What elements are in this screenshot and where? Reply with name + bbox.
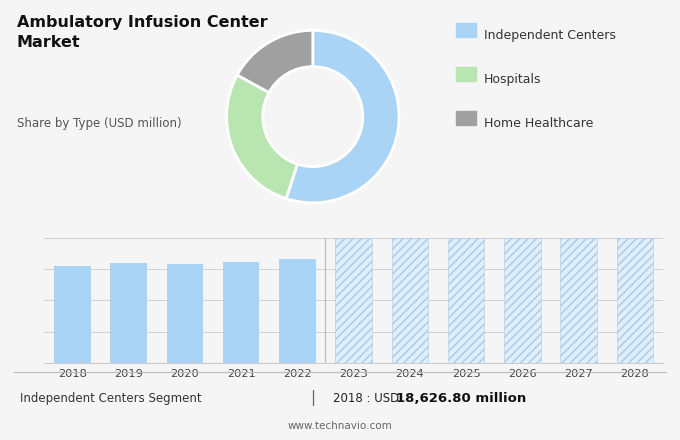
Bar <box>223 262 259 363</box>
Bar <box>617 238 653 363</box>
Bar <box>110 263 147 363</box>
Text: Home Healthcare: Home Healthcare <box>484 117 594 130</box>
Bar <box>335 238 372 363</box>
Text: Independent Centers Segment: Independent Centers Segment <box>20 392 202 405</box>
Bar <box>448 238 484 363</box>
Text: 18,626.80 million: 18,626.80 million <box>396 392 526 405</box>
Text: Share by Type (USD million): Share by Type (USD million) <box>17 117 182 130</box>
Wedge shape <box>226 75 297 198</box>
Bar <box>392 238 428 363</box>
Wedge shape <box>286 30 399 203</box>
Bar <box>54 266 90 363</box>
Text: Hospitals: Hospitals <box>484 73 542 86</box>
Text: Independent Centers: Independent Centers <box>484 29 616 42</box>
Bar <box>167 264 203 363</box>
Bar <box>279 259 316 363</box>
Text: www.technavio.com: www.technavio.com <box>288 421 392 431</box>
Text: |: | <box>310 390 316 406</box>
Wedge shape <box>237 30 313 92</box>
Text: Ambulatory Infusion Center
Market: Ambulatory Infusion Center Market <box>17 15 268 50</box>
Bar <box>560 238 597 363</box>
Bar <box>504 238 541 363</box>
Text: 2018 : USD: 2018 : USD <box>333 392 403 405</box>
